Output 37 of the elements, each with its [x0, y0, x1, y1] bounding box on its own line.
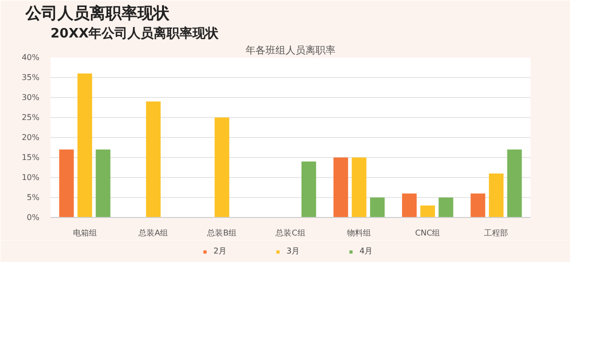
y-tick-label: 5% [26, 193, 40, 202]
bar [96, 150, 110, 218]
x-tick-label: 电箱组 [72, 228, 97, 238]
text: 年各班组人员离职率 [246, 44, 336, 56]
y-tick-label: 40% [22, 53, 40, 62]
bar [146, 102, 161, 218]
bar [402, 194, 417, 218]
bar [59, 150, 74, 218]
bar [470, 194, 486, 218]
y-tick-label: 30% [22, 93, 40, 102]
y-tick-label: 25% [22, 113, 40, 122]
x-tick-label: 总装C组 [274, 228, 306, 238]
y-tick-label: 20% [22, 133, 40, 142]
y-tick-label: 0% [26, 213, 40, 222]
bar [333, 158, 348, 218]
bar [370, 198, 385, 218]
x-tick-label: 总装B组 [206, 228, 237, 238]
y-tick-label: 35% [22, 73, 40, 82]
bar [352, 158, 366, 218]
bar [507, 150, 522, 218]
y-tick-label: 15% [22, 153, 40, 162]
bar [77, 74, 92, 218]
bar [438, 198, 454, 218]
legend-label: 4月 [360, 246, 374, 256]
y-tick-label: 10% [22, 173, 40, 182]
bar [301, 162, 316, 218]
x-tick-label: 工程部 [484, 228, 508, 238]
x-tick-label: CNC组 [415, 228, 440, 238]
legend-label: 2月 [214, 246, 228, 256]
bar [214, 118, 230, 218]
bar [420, 206, 435, 218]
bar [488, 174, 504, 218]
x-tick-label: 物料组 [347, 228, 372, 238]
legend-label: 3月 [286, 246, 301, 256]
x-tick-label: 总装A组 [138, 228, 168, 238]
chart-title: 公司人员离职率现状 [24, 4, 170, 22]
chart-subtitle: 20XX年公司人员离职率现状 [50, 26, 220, 42]
